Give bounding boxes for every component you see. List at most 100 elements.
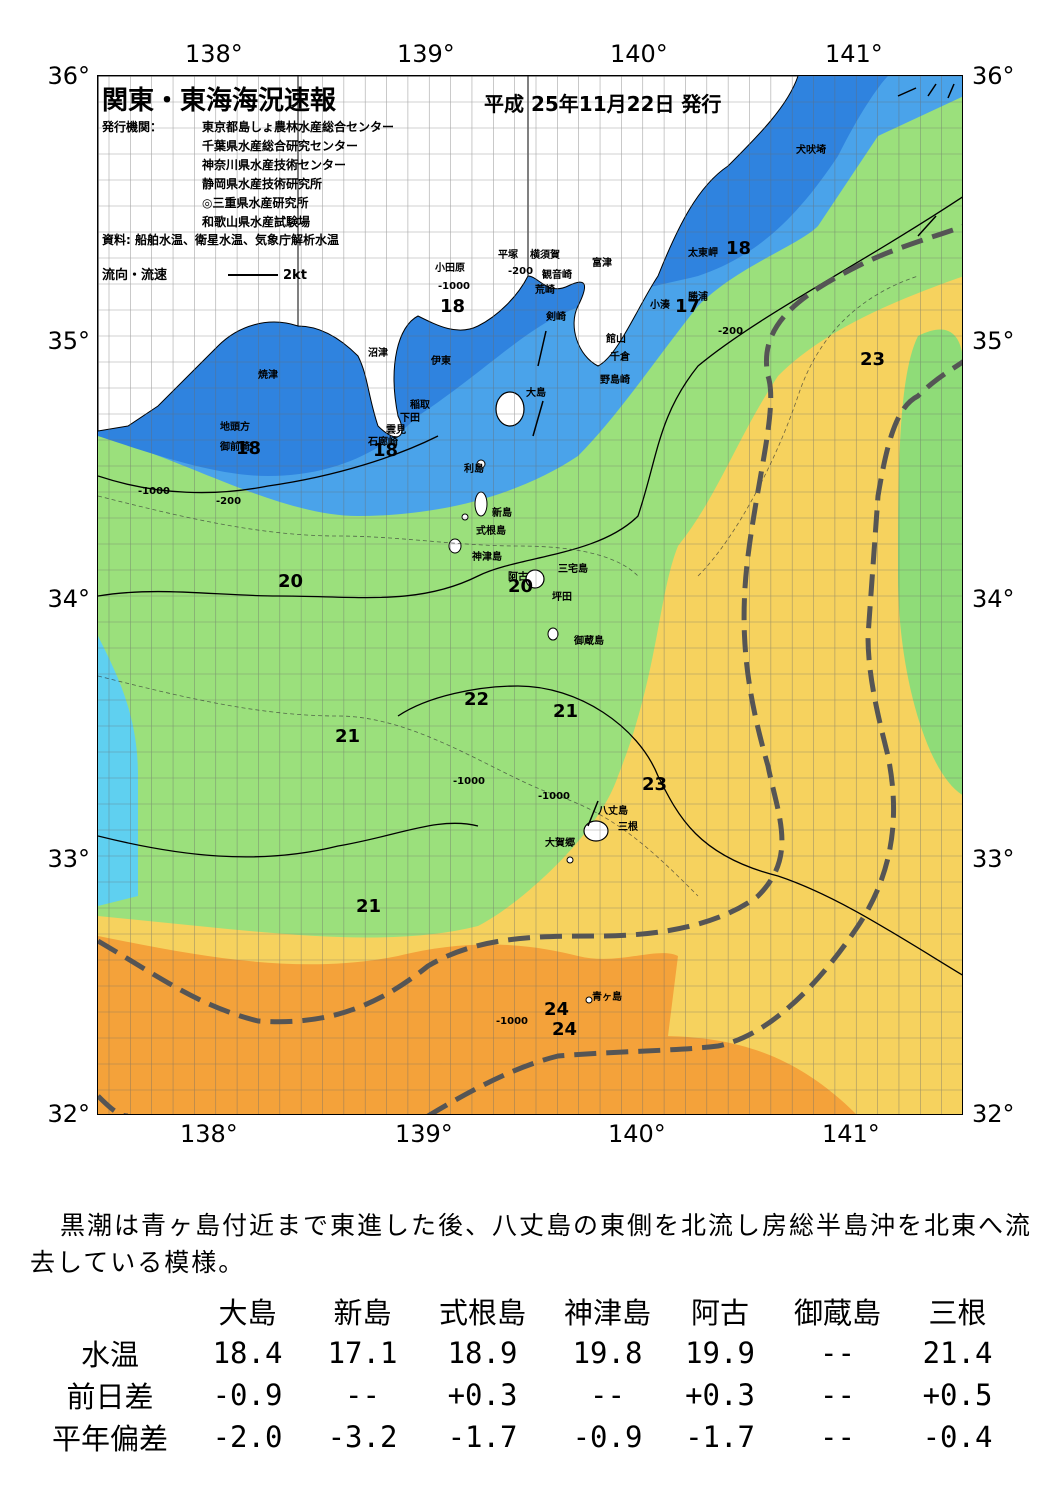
lat-label-right-34: 34°	[972, 585, 1015, 613]
depth-label: -1000	[496, 1016, 528, 1027]
island-aogashima	[585, 996, 593, 1004]
depth-label: -1000	[453, 776, 485, 787]
table-header-cell: 三根	[928, 1296, 987, 1330]
table-cell: --	[820, 1378, 855, 1412]
isotherm-label: 21	[335, 726, 361, 747]
table-header-cell: 阿古	[690, 1296, 749, 1330]
place-label: 稲取	[410, 400, 430, 411]
table-cell: +0.5	[922, 1378, 993, 1412]
lat-label-right-32: 32°	[972, 1100, 1015, 1128]
place-label: 雲見	[386, 425, 406, 436]
place-label: 伊東	[431, 356, 451, 367]
place-label: 荒崎	[535, 285, 555, 296]
current-arrow	[587, 800, 599, 827]
place-label: 下田	[400, 413, 420, 424]
kuroshio-axis-corner	[98, 1094, 129, 1114]
issuer: 和歌山県水産試験場	[202, 215, 311, 229]
lat-label-left-36: 36°	[47, 62, 90, 90]
island-hachijokojima	[566, 856, 574, 864]
table-cell: 18.4	[212, 1336, 283, 1370]
current-arrow	[532, 400, 544, 437]
table-header-cell: 式根島	[438, 1296, 526, 1330]
place-label: 阿古	[508, 572, 528, 583]
issuer: 東京都島しょ農林水産総合センター	[202, 120, 395, 134]
kuroshio-axis-main	[98, 224, 962, 1025]
isotherm-label: 24	[544, 999, 570, 1020]
lon-label-top-138: 138°	[185, 40, 243, 68]
place-label: 犬吠埼	[796, 145, 826, 156]
place-label: 八丈島	[598, 806, 628, 817]
kuroshio-axis	[98, 224, 962, 1114]
table-cell: --	[820, 1336, 855, 1370]
table-cell: -0.9	[572, 1420, 643, 1454]
place-label: 三宅島	[558, 564, 588, 575]
issuer: 神奈川県水産技術センター	[202, 158, 347, 172]
island-kozushima	[448, 538, 462, 554]
current-legend-arrow	[228, 274, 278, 276]
zone-green-east	[898, 329, 962, 795]
lat-label-right-33: 33°	[972, 845, 1015, 873]
depth-contour-1000-a	[98, 675, 699, 897]
table-cell: +0.3	[447, 1378, 518, 1412]
map-title: 関東・東海海況速報	[102, 86, 337, 116]
depth-label: -200	[718, 326, 744, 337]
isotherm-label: 22	[464, 689, 490, 710]
lon-label-bottom-140: 140°	[608, 1120, 666, 1148]
table-header-cell: 大島	[218, 1296, 277, 1330]
table-row: 前日差 -0.9 -- +0.3 -- +0.3 -- +0.5	[30, 1374, 1010, 1416]
island-mikurajima	[547, 627, 559, 641]
lon-label-top-141: 141°	[825, 40, 883, 68]
depth-label: -1000	[138, 486, 170, 497]
place-label: 三根	[618, 822, 638, 833]
place-label: 神津島	[472, 552, 502, 563]
depth-label: -200	[216, 496, 242, 507]
source-note: 資料: 船舶水温、衛星水温、気象庁解析水温	[102, 233, 339, 247]
place-label: 大島	[526, 388, 546, 399]
lat-label-right-36: 36°	[972, 62, 1015, 90]
isotherm-lines	[98, 196, 962, 976]
isotherm-label: 18	[373, 440, 399, 461]
isotherm-label: 18	[440, 296, 466, 317]
current-arrow	[537, 330, 547, 367]
place-label: 千倉	[610, 352, 630, 363]
place-label: 富津	[592, 258, 612, 269]
isotherm-label: 18	[236, 438, 262, 459]
issuer: 千葉県水産総合研究センター	[202, 139, 359, 153]
depth-contours	[98, 275, 919, 897]
isotherm-20-b	[98, 196, 962, 599]
table-cell: 17.1	[327, 1336, 398, 1370]
station-temperature-table: 大島 新島 式根島 神津島 阿古 御蔵島 三根 水温 18.4 17.1 18.…	[0, 1290, 1064, 1458]
place-label: 青ヶ島	[592, 992, 622, 1003]
place-label: 坪田	[552, 592, 572, 603]
place-label: 太東岬	[688, 248, 718, 259]
table-cell: -1.7	[685, 1420, 755, 1454]
isotherm-21	[98, 822, 479, 858]
land-boso	[527, 76, 799, 367]
current-arrow	[917, 215, 937, 237]
place-label: 新島	[492, 508, 512, 519]
depth-label: -200	[508, 266, 534, 277]
table-header-row: 大島 新島 式根島 神津島 阿古 御蔵島 三根	[30, 1290, 1010, 1332]
depth-contour-1000-b	[697, 275, 919, 577]
table-cell: 19.9	[685, 1336, 755, 1370]
lon-label-bottom-141: 141°	[822, 1120, 880, 1148]
issuers-label: 発行機関：	[102, 120, 163, 134]
isotherm-label: 23	[860, 349, 886, 370]
table-row: 平年偏差 -2.0 -3.2 -1.7 -0.9 -1.7 -- -0.4	[30, 1416, 1010, 1458]
issue-date: 平成 25年11月22日 発行	[484, 92, 722, 116]
place-label: 剣崎	[546, 312, 566, 323]
island-hachijojima	[583, 820, 609, 842]
zone-orange-south	[428, 1036, 856, 1114]
place-label: 沼津	[368, 348, 388, 359]
table-cell: --	[590, 1378, 625, 1412]
current-arrow	[947, 83, 955, 99]
isotherm-label: 18	[726, 238, 752, 259]
place-label: 野島崎	[600, 375, 630, 386]
table-cell: -1.7	[447, 1420, 518, 1454]
current-legend-label: 流向・流速	[102, 268, 168, 283]
isotherm-20-a	[98, 435, 439, 494]
issuers-list: 東京都島しょ農林水産総合センター 千葉県水産総合研究センター 神奈川県水産技術セ…	[202, 118, 394, 232]
isotherm-label: 23	[642, 774, 668, 795]
place-label: 小湊	[650, 300, 670, 311]
lon-label-bottom-138: 138°	[180, 1120, 238, 1148]
